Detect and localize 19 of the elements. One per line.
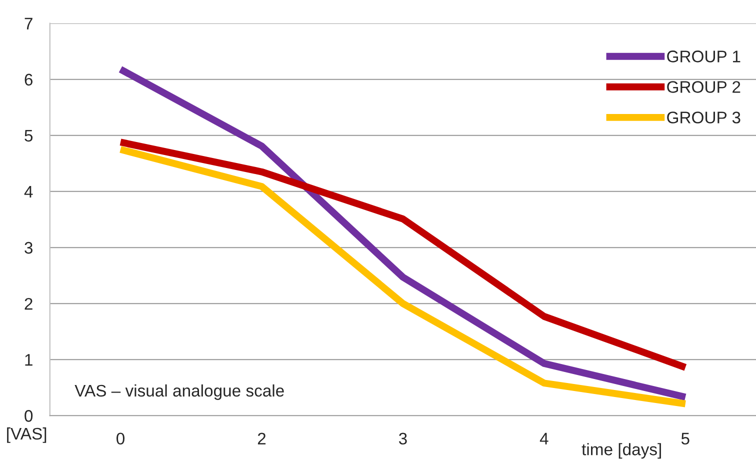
x-tick-label: 4 (540, 432, 548, 444)
y-tick-label: 2 (24, 298, 32, 310)
y-tick-label: 4 (24, 186, 33, 198)
y-axis-title: [VAS] (7, 427, 46, 443)
legend-label: GROUP 1 (667, 50, 740, 62)
y-tick-label: 3 (24, 242, 32, 254)
legend-label: GROUP 2 (667, 81, 740, 93)
x-tick-label: 2 (258, 432, 266, 444)
y-tick-label: 0 (24, 410, 33, 422)
x-tick-label: 0 (116, 432, 124, 445)
x-tick-label: 3 (398, 432, 407, 445)
annotation: VAS – visual analogue scale (74, 384, 284, 400)
legend-label: GROUP 3 (667, 112, 740, 124)
x-tick-label: 5 (681, 432, 690, 445)
y-tick-label: 6 (24, 74, 32, 86)
y-tick-label: 7 (24, 18, 32, 30)
y-tick-label: 1 (25, 354, 32, 366)
x-axis-title: time [days] (582, 443, 661, 459)
y-tick-label: 5 (24, 130, 33, 142)
